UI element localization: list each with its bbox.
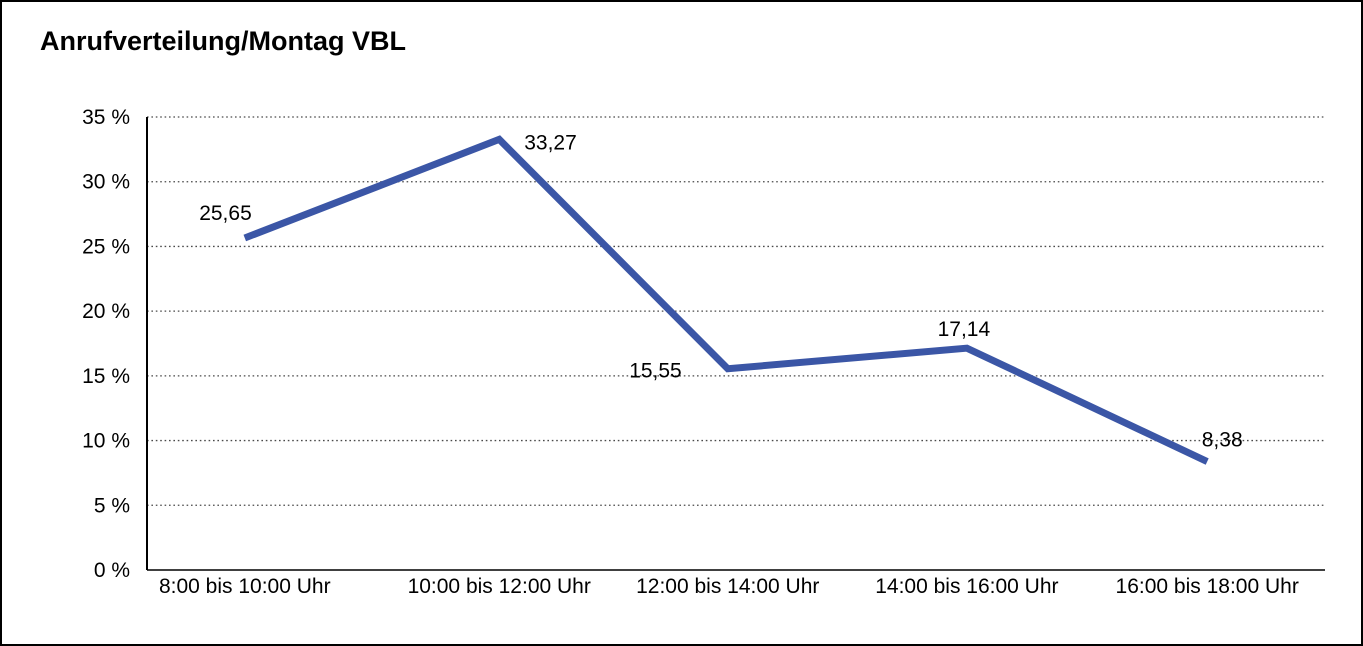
y-tick-label: 10 %	[82, 430, 130, 453]
chart-title: Anrufverteilung/Montag VBL	[40, 26, 406, 56]
x-tick-label: 14:00 bis 16:00 Uhr	[875, 575, 1058, 598]
x-tick-label: 10:00 bis 12:00 Uhr	[408, 575, 591, 598]
x-tick-label: 8:00 bis 10:00 Uhr	[159, 575, 331, 598]
y-tick-label: 0 %	[94, 559, 130, 582]
y-tick-label: 30 %	[82, 171, 130, 194]
data-point-label: 15,55	[629, 360, 682, 383]
y-tick-label: 15 %	[82, 365, 130, 388]
x-tick-label: 12:00 bis 14:00 Uhr	[636, 575, 819, 598]
y-tick-label: 35 %	[82, 106, 130, 129]
y-tick-label: 20 %	[82, 300, 130, 323]
data-point-label: 33,27	[524, 131, 577, 154]
y-tick-label: 5 %	[94, 494, 130, 517]
data-point-label: 25,65	[199, 202, 252, 225]
x-tick-label: 16:00 bis 18:00 Uhr	[1116, 575, 1299, 598]
data-series-line	[243, 135, 1209, 465]
data-point-label: 17,14	[938, 318, 991, 341]
y-tick-label: 25 %	[82, 235, 130, 258]
data-point-label: 8,38	[1202, 429, 1243, 452]
